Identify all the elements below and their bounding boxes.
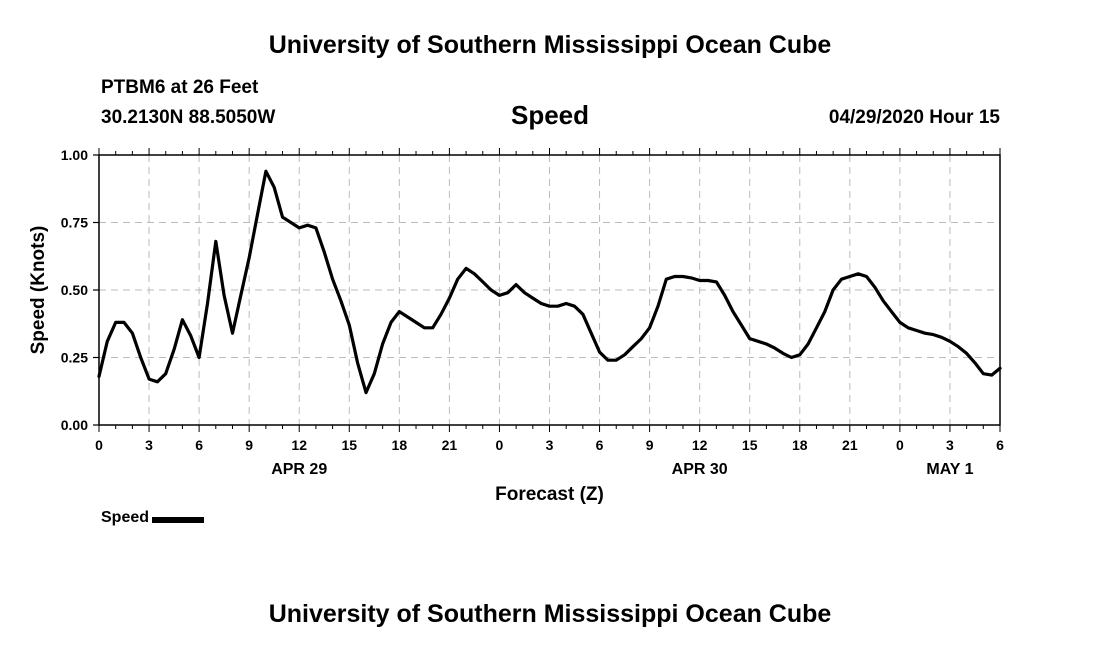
parameter-title: Speed — [510, 100, 590, 130]
x-tick-label: 21 — [842, 437, 858, 453]
series-lines — [97, 169, 1002, 395]
x-tick-label: 6 — [596, 437, 604, 453]
bottom-title: University of Southern Mississippi Ocean… — [268, 600, 832, 628]
x-tick-label: 15 — [742, 437, 758, 453]
date-label: APR 30 — [672, 461, 728, 478]
x-tick-label: 9 — [646, 437, 654, 453]
x-tick-label: 3 — [946, 437, 954, 453]
tick-labels: 0.00 0.25 0.50 0.75 1.00 0 3 6 9 12 15 18 21 0 3 6 9 12 15… — [61, 147, 1004, 478]
top-title: University of Southern Mississippi Ocean… — [268, 31, 832, 59]
station-label: PTBM6 at 26 Feet — [101, 77, 259, 98]
x-tick-label: 15 — [341, 437, 357, 453]
x-tick-label: 21 — [442, 437, 458, 453]
coordinates-label: 30.2130N 88.5050W — [101, 107, 276, 128]
x-tick-label: 18 — [392, 437, 408, 453]
x-tick-label: 0 — [95, 437, 103, 453]
y-tick-label: 0.75 — [61, 215, 88, 231]
datetime-label: 04/29/2020 Hour 15 — [828, 107, 1000, 128]
date-label: APR 29 — [271, 461, 327, 478]
legend: Speed — [101, 509, 205, 527]
x-axis-label: Forecast (Z) — [495, 484, 604, 505]
y-tick-label: 1.00 — [61, 147, 88, 163]
legend-swatch — [152, 516, 205, 523]
y-tick-label: 0.00 — [61, 417, 88, 433]
y-tick-label: 0.50 — [61, 282, 88, 298]
x-tick-label: 9 — [245, 437, 253, 453]
x-tick-label: 6 — [996, 437, 1004, 453]
x-tick-label: 0 — [496, 437, 504, 453]
x-tick-label: 3 — [546, 437, 554, 453]
x-tick-label: 12 — [692, 437, 708, 453]
plot-frame — [98, 154, 1001, 426]
y-tick-label: 0.25 — [61, 350, 88, 366]
speed-series-line — [97, 169, 1002, 395]
legend-label: Speed — [101, 509, 150, 526]
date-label: MAY 1 — [926, 461, 973, 478]
x-tick-label: 6 — [195, 437, 203, 453]
grid-lines — [99, 155, 1000, 425]
x-tick-label: 3 — [145, 437, 153, 453]
x-tick-label: 12 — [291, 437, 307, 453]
y-axis-label: Speed (Knots) — [28, 226, 49, 355]
x-tick-label: 18 — [792, 437, 808, 453]
x-tick-label: 0 — [896, 437, 904, 453]
